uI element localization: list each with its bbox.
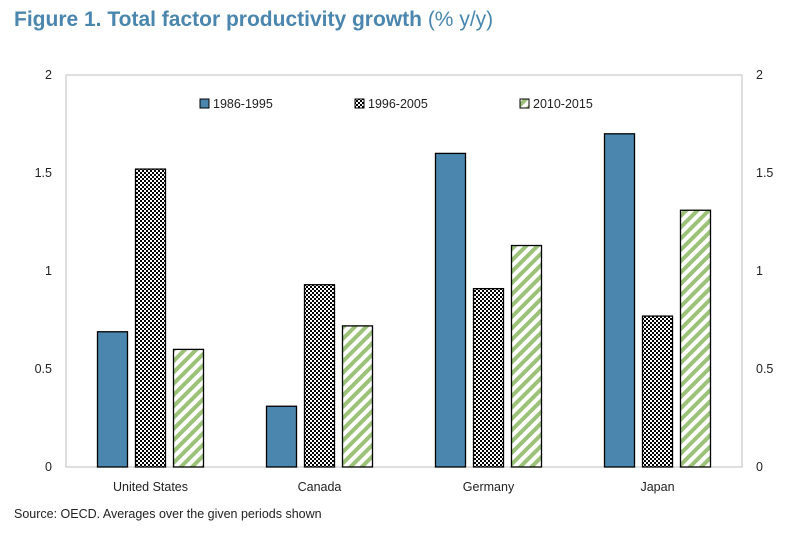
legend-label: 2010-2015	[533, 97, 593, 111]
plot-frame	[65, 74, 743, 468]
y-tick-label-left: 2	[45, 68, 52, 82]
y-axis-right: 0 0.5 1 1.5 2	[756, 68, 773, 474]
bar-2010-2015-japan	[679, 209, 712, 468]
x-axis-labels: United States Canada Germany Japan	[113, 480, 675, 494]
bar-1986-1995-germany	[434, 152, 467, 468]
legend-label: 1986-1995	[213, 97, 273, 111]
y-tick-label-left: 1	[45, 264, 52, 278]
legend-swatch	[199, 98, 210, 109]
bar-1986-1995-japan	[603, 133, 636, 468]
source-note: Source: OECD. Averages over the given pe…	[14, 507, 322, 521]
bar-1996-2005-germany	[472, 287, 505, 468]
x-tick-label: Japan	[640, 480, 674, 494]
y-tick-label-right: 1.5	[756, 166, 773, 180]
x-tick-label: Canada	[298, 480, 342, 494]
bar-1986-1995-canada	[265, 405, 298, 468]
bar-1996-2005-japan	[641, 315, 674, 468]
y-tick-label-left: 0.5	[35, 362, 52, 376]
legend-swatch	[354, 98, 365, 109]
bar-2010-2015-canada	[341, 325, 374, 468]
legend-label: 1996-2005	[368, 97, 428, 111]
legend: 1986-1995 1996-2005 2010-2015	[199, 97, 593, 111]
bar-1986-1995-united-states	[96, 331, 129, 468]
bar-1996-2005-canada	[303, 284, 336, 468]
bar-2010-2015-germany	[510, 244, 543, 468]
legend-swatch	[519, 98, 530, 109]
y-tick-label-left: 1.5	[35, 166, 52, 180]
y-tick-label-right: 1	[756, 264, 763, 278]
bar-series	[96, 133, 712, 468]
y-tick-label-left: 0	[45, 460, 52, 474]
chart-title: Figure 1. Total factor productivity grow…	[14, 8, 493, 32]
y-tick-label-right: 0.5	[756, 362, 773, 376]
x-tick-label: Germany	[463, 480, 515, 494]
y-tick-label-right: 2	[756, 68, 763, 82]
bar-1996-2005-united-states	[134, 168, 167, 468]
chart-title-text: Figure 1. Total factor productivity grow…	[14, 8, 422, 31]
y-tick-label-right: 0	[756, 460, 763, 474]
bar-2010-2015-united-states	[172, 348, 205, 468]
y-axis-left: 0 0.5 1 1.5 2	[35, 68, 52, 474]
chart-title-unit: (% y/y)	[427, 8, 494, 31]
x-tick-label: United States	[113, 480, 188, 494]
